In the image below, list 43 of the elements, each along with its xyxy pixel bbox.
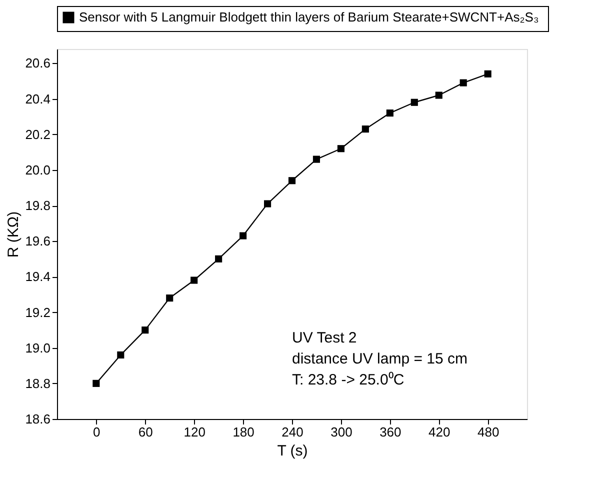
y-tick-label: 20.4 xyxy=(25,91,50,106)
point xyxy=(117,351,124,358)
point xyxy=(337,145,344,152)
point xyxy=(386,110,394,117)
point xyxy=(435,92,442,99)
x-axis-title: T (s) xyxy=(277,442,308,460)
x-tick-label: 360 xyxy=(380,424,402,440)
point xyxy=(288,177,296,184)
y-tick-label: 20.2 xyxy=(25,126,50,142)
x-tick-label: 480 xyxy=(477,424,500,440)
point xyxy=(410,98,418,106)
point xyxy=(484,70,492,78)
point xyxy=(166,294,174,302)
point xyxy=(142,326,149,334)
x-tick-label: 120 xyxy=(184,424,206,440)
y-tick-label: 18.6 xyxy=(25,412,50,426)
x-tick-label: 0 xyxy=(93,424,100,440)
y-tick-label: 20.0 xyxy=(25,162,50,178)
x-tick-label: 240 xyxy=(282,424,304,440)
x-tick-label: 60 xyxy=(138,424,153,440)
y-axis-title: R (KΩ) xyxy=(5,211,22,258)
y-tick-label: 18.8 xyxy=(25,376,50,391)
x-tick-label: 180 xyxy=(232,424,254,440)
point xyxy=(190,276,198,284)
legend-label: Sensor with 5 Langmuir Blodgett thin layers of Barium Stearate+SWCNT+As₂S₃ xyxy=(79,10,539,24)
y-tick-label: 19.4 xyxy=(25,269,50,284)
point xyxy=(215,255,222,262)
point xyxy=(240,232,247,240)
y-tick-label: 19.0 xyxy=(25,340,50,356)
annotation: distance UV lamp = 15 cm xyxy=(292,350,468,368)
y-tick-label: 19.8 xyxy=(25,198,50,214)
point xyxy=(460,79,467,86)
x-tick-label: 300 xyxy=(330,424,352,440)
point xyxy=(362,126,369,133)
x-tick-label: 420 xyxy=(428,424,450,440)
annotation: UV Test 2 xyxy=(292,330,357,347)
point xyxy=(264,200,272,208)
y-tick-label: 20.6 xyxy=(25,56,50,71)
point xyxy=(312,156,320,163)
y-tick-label: 19.2 xyxy=(25,304,50,320)
annotation: T: 23.8 -> 25.0⁰C xyxy=(292,372,404,389)
y-tick-label: 19.6 xyxy=(25,234,50,249)
point xyxy=(92,380,100,387)
